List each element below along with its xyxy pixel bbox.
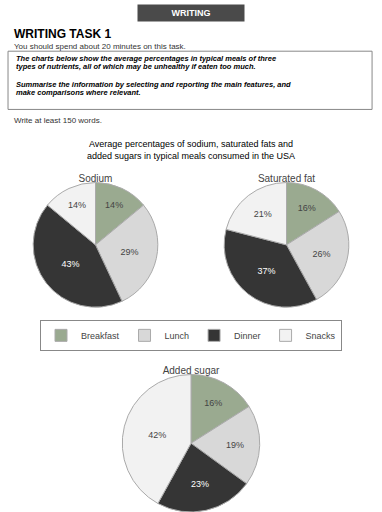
svg-text:16%: 16% (204, 398, 222, 408)
svg-text:23%: 23% (191, 479, 209, 489)
svg-text:26%: 26% (312, 249, 330, 259)
svg-text:Saturated fat: Saturated fat (258, 173, 315, 184)
svg-text:types of nutrients, all of whi: types of nutrients, all of which may be … (16, 62, 256, 71)
svg-text:You should spend about 20 minu: You should spend about 20 minutes on thi… (14, 42, 186, 51)
svg-text:Breakfast: Breakfast (81, 331, 120, 341)
svg-text:16%: 16% (298, 203, 316, 213)
svg-text:14%: 14% (105, 200, 123, 210)
svg-text:29%: 29% (120, 247, 138, 257)
svg-text:42%: 42% (148, 430, 166, 440)
svg-text:Snacks: Snacks (306, 331, 336, 341)
svg-text:21%: 21% (254, 209, 272, 219)
svg-text:Summarise the information by s: Summarise the information by selecting a… (16, 80, 291, 89)
svg-text:37%: 37% (258, 266, 276, 276)
svg-text:14%: 14% (68, 200, 86, 210)
svg-text:43%: 43% (62, 259, 80, 269)
svg-text:WRITING: WRITING (172, 8, 211, 18)
svg-text:WRITING TASK 1: WRITING TASK 1 (14, 27, 111, 41)
svg-text:Average percentages of sodium,: Average percentages of sodium, saturated… (87, 139, 295, 161)
svg-text:The charts below show the aver: The charts below show the average percen… (16, 54, 276, 63)
svg-text:Sodium: Sodium (79, 173, 113, 184)
svg-text:make comparisons where relevan: make comparisons where relevant. (16, 88, 141, 97)
svg-text:19%: 19% (226, 440, 244, 450)
svg-text:Added sugar: Added sugar (163, 365, 220, 376)
svg-text:Write at least 150 words.: Write at least 150 words. (14, 116, 102, 125)
svg-text:Lunch: Lunch (165, 331, 190, 341)
svg-text:Dinner: Dinner (234, 331, 261, 341)
